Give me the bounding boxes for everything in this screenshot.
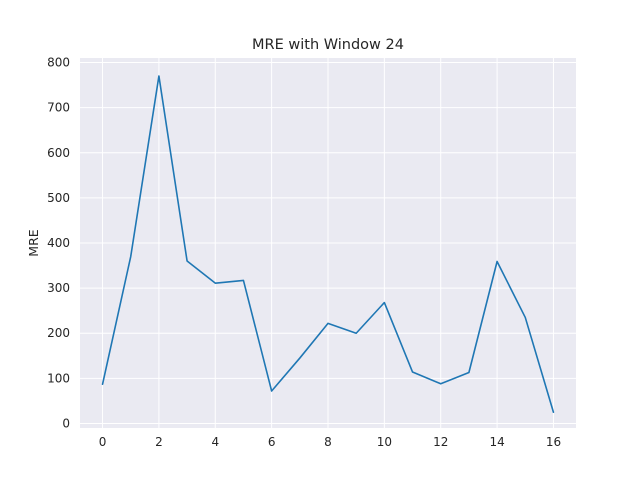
y-tick-label: 200 (47, 326, 70, 340)
y-tick-label: 600 (47, 146, 70, 160)
y-tick-labels: 0 100 200 300 400 500 600 700 800 (47, 56, 70, 431)
x-tick-label: 16 (546, 435, 561, 449)
x-tick-label: 2 (155, 435, 163, 449)
x-tick-label: 8 (324, 435, 332, 449)
y-tick-label: 300 (47, 281, 70, 295)
y-tick-label: 400 (47, 236, 70, 250)
x-tick-labels: 0 2 4 6 8 10 12 14 16 (99, 435, 561, 449)
x-tick-label: 0 (99, 435, 107, 449)
y-tick-label: 700 (47, 101, 70, 115)
y-tick-label: 500 (47, 191, 70, 205)
x-tick-label: 14 (489, 435, 504, 449)
y-axis-label: MRE (26, 229, 41, 256)
y-tick-label: 800 (47, 56, 70, 70)
y-tick-label: 100 (47, 371, 70, 385)
x-tick-label: 6 (268, 435, 276, 449)
y-tick-label: 0 (62, 416, 70, 430)
chart-title: MRE with Window 24 (252, 37, 404, 53)
x-tick-label: 4 (211, 435, 219, 449)
x-tick-label: 10 (377, 435, 392, 449)
y-gridlines (80, 62, 576, 424)
series-group (101, 75, 555, 414)
x-tick-label: 12 (433, 435, 448, 449)
